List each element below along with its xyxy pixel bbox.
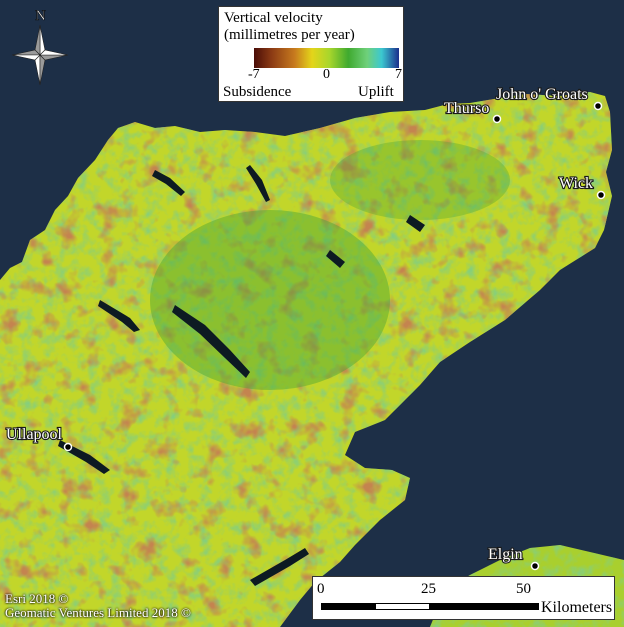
scale-tick-25: 25 bbox=[421, 581, 436, 597]
scale-segment-1 bbox=[321, 603, 376, 610]
legend-color-ramp bbox=[254, 48, 399, 68]
legend-title: Vertical velocity (millimetres per year) bbox=[224, 10, 355, 44]
scale-unit: Kilometers bbox=[541, 599, 613, 616]
ullapool-label: Ullapool bbox=[6, 426, 63, 443]
place-wick: Wick bbox=[558, 174, 606, 200]
scale-segment-2 bbox=[375, 603, 430, 610]
john-o-groats-label: John o' Groats bbox=[496, 86, 588, 103]
place-thurso: Thurso bbox=[443, 99, 502, 124]
legend-title-line2: (millimetres per year) bbox=[224, 27, 355, 43]
ullapool-marker bbox=[63, 442, 73, 452]
velocity-legend: Vertical velocity (millimetres per year)… bbox=[218, 6, 404, 102]
attribution: Esri 2018 © Geomatic Ventures Limited 20… bbox=[5, 592, 191, 620]
john-o-groats-marker bbox=[593, 101, 603, 111]
thurso-label: Thurso bbox=[444, 100, 489, 117]
scale-segment-3 bbox=[429, 603, 539, 610]
legend-tick-max: 7 bbox=[395, 67, 402, 82]
north-letter: N bbox=[35, 8, 46, 24]
thurso-marker bbox=[492, 114, 502, 124]
scale-tick-50: 50 bbox=[516, 581, 531, 597]
place-elgin: Elgin bbox=[487, 545, 540, 571]
wick-marker bbox=[596, 190, 606, 200]
legend-subsidence: Subsidence bbox=[223, 84, 292, 100]
credit-geomatic: Geomatic Ventures Limited 2018 © bbox=[5, 605, 191, 620]
legend-tick-zero: 0 bbox=[323, 67, 330, 82]
credit-esri: Esri 2018 © bbox=[5, 591, 69, 606]
north-arrow: N bbox=[11, 8, 69, 86]
elgin-label: Elgin bbox=[488, 546, 523, 563]
legend-title-line1: Vertical velocity bbox=[224, 10, 323, 26]
elgin-marker bbox=[530, 561, 540, 571]
legend-uplift: Uplift bbox=[358, 84, 394, 100]
scale-bar: 0 25 50 Kilometers bbox=[312, 576, 615, 620]
legend-tick-min: -7 bbox=[248, 67, 260, 82]
place-ullapool: Ullapool bbox=[5, 425, 73, 452]
scale-tick-0: 0 bbox=[317, 581, 325, 597]
place-john-o-groats: John o' Groats bbox=[495, 85, 603, 111]
wick-label: Wick bbox=[559, 175, 593, 192]
